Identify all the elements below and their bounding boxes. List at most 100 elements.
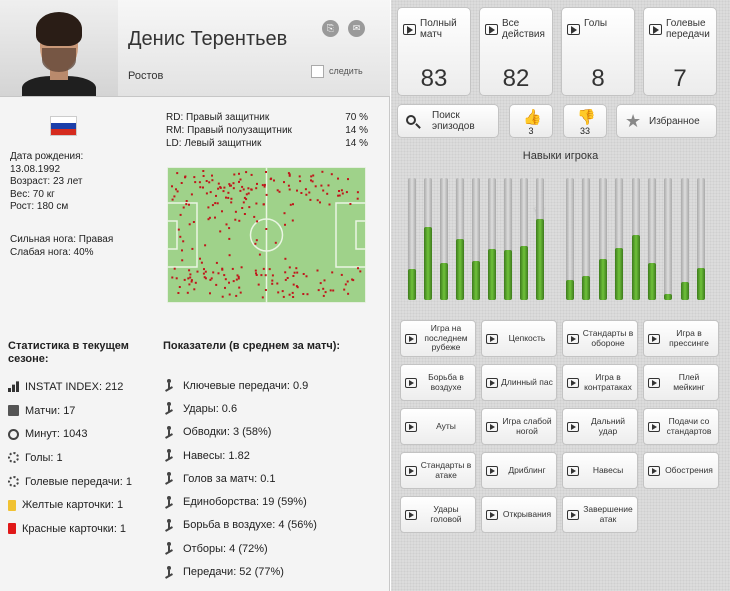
episode-button[interactable]: Открывания — [481, 496, 557, 533]
search-episodes-button[interactable]: Поиск эпизодов — [397, 104, 499, 138]
heatmap-dot — [210, 277, 213, 280]
heatmap-dot — [264, 274, 267, 277]
bio-line: 13.08.1992 — [10, 163, 61, 175]
season-stats-list: INSTAT INDEX: 212 Матчи: 17 Минут: 1043 Гол… — [8, 375, 132, 541]
like-button[interactable]: 👍 3 — [509, 104, 553, 138]
stat-tile[interactable]: Голы 8 — [561, 7, 635, 96]
heatmap-dot — [205, 192, 208, 195]
episode-button[interactable]: Стандарты в атаке — [400, 452, 476, 489]
follow-checkbox[interactable] — [311, 65, 324, 78]
heatmap-dot — [239, 189, 242, 192]
heatmap-dot — [183, 278, 186, 281]
episode-button[interactable]: Стандарты в обороне — [562, 320, 638, 357]
episode-button[interactable]: Дриблинг — [481, 452, 557, 489]
bar-chart-icon — [8, 381, 19, 393]
heatmap-dot — [351, 278, 354, 281]
episode-button[interactable]: Игра в контратаках — [562, 364, 638, 401]
star-icon: ★ — [625, 111, 642, 131]
heatmap-dot — [245, 193, 248, 196]
skill-bar-fill — [488, 249, 496, 300]
episode-button[interactable]: Борьба в воздухе — [400, 364, 476, 401]
stat-tile[interactable]: Полный матч 83 — [397, 7, 471, 96]
tile-label: Голевые передачи — [666, 18, 710, 40]
heatmap-dot — [188, 283, 191, 286]
dislike-button[interactable]: 👎 33 — [563, 104, 607, 138]
episode-button[interactable]: Цепкость — [481, 320, 557, 357]
heatmap-dot — [235, 294, 238, 297]
episode-button[interactable]: Игра в прессинге — [643, 320, 719, 357]
episode-button[interactable]: Навесы — [562, 452, 638, 489]
heatmap-dot — [296, 189, 298, 192]
episode-label: Подачи со стандартов — [666, 416, 712, 436]
average-stat-row: Передачи: 52 (77%) — [163, 560, 317, 583]
heatmap-dot — [338, 190, 340, 192]
average-stat-label: Единоборства: 19 (59%) — [183, 496, 307, 509]
heatmap-dot — [236, 274, 239, 277]
skill-bar — [582, 178, 591, 300]
heatmap-dot — [176, 190, 179, 193]
skill-bar-fill — [598, 259, 607, 300]
player-bio: Дата рождения: 13.08.1992 Возраст: 23 лет В… — [10, 151, 83, 214]
weak-foot: Слабая нога: 40% — [10, 247, 94, 258]
heatmap-dot — [260, 274, 263, 277]
heatmap-dot — [340, 189, 343, 192]
heatmap-dot — [255, 272, 257, 275]
heatmap-dot — [212, 271, 215, 274]
average-stats-title: Показатели (в среднем за матч): — [163, 340, 341, 352]
search-episodes-label: Поиск эпизодов — [432, 110, 475, 132]
heatmap-dot — [185, 203, 188, 206]
episode-button[interactable]: Длинный пас — [481, 364, 557, 401]
season-stat-label: Голевые передачи: 1 — [25, 475, 133, 488]
heatmap-dot — [241, 185, 244, 188]
episode-button[interactable]: Игра на последнем рубеже — [400, 320, 476, 357]
export-icon[interactable]: ⎘ — [322, 20, 339, 37]
skill-bar — [598, 178, 607, 300]
tile-label: Полный матч — [420, 18, 457, 40]
comment-icon[interactable]: ✉ — [348, 20, 365, 37]
skill-bar-fill — [648, 263, 656, 300]
heatmap-dot — [228, 281, 230, 284]
heatmap-dot — [288, 174, 291, 177]
heatmap-dot — [204, 277, 207, 280]
episode-button[interactable]: Завершение атак — [562, 496, 638, 533]
episode-button[interactable]: Обострения — [643, 452, 719, 489]
heatmap-dot — [231, 267, 234, 270]
episode-button[interactable]: Подачи со стандартов — [643, 408, 719, 445]
heatmap-dot — [185, 200, 188, 202]
skill-bar-fill — [631, 235, 640, 300]
heatmap-dot — [217, 187, 220, 190]
average-stat-label: Удары: 0.6 — [183, 402, 238, 415]
episode-button[interactable]: Дальний удар — [562, 408, 638, 445]
stat-tile[interactable]: Все действия 82 — [479, 7, 553, 96]
average-stats-list: Ключевые передачи: 0.9 Удары: 0.6 Обводки:… — [163, 374, 317, 584]
episode-button[interactable]: Плей мейкинг — [643, 364, 719, 401]
heatmap-dot — [227, 191, 230, 194]
stat-tile[interactable]: Голевые передачи 7 — [643, 7, 717, 96]
skill-bar-fill — [408, 269, 416, 300]
heatmap-dot — [190, 279, 193, 282]
favorites-button[interactable]: ★ Избранное — [616, 104, 717, 138]
heatmap-dot — [232, 182, 235, 185]
heatmap-dot — [296, 271, 299, 274]
heatmap-dot — [230, 201, 233, 204]
season-stat-row: Минут: 1043 — [8, 422, 132, 446]
average-stat-row: Удары: 0.6 — [163, 397, 317, 420]
skill-bar — [488, 178, 496, 300]
heatmap-dot — [293, 271, 296, 274]
episode-button[interactable]: Игра слабой ногой — [481, 408, 557, 445]
heatmap-dot — [175, 188, 177, 191]
heatmap-dot — [343, 288, 346, 291]
heatmap-dot — [292, 283, 295, 286]
position-percent: 14 % — [345, 138, 368, 149]
heatmap-dot — [194, 281, 197, 284]
heatmap-dot — [193, 288, 196, 291]
heatmap-dot — [268, 268, 271, 271]
heatmap-dot — [211, 174, 213, 177]
episode-button[interactable]: Ауты — [400, 408, 476, 445]
heatmap-dot — [228, 293, 231, 296]
heatmap-dot — [181, 259, 184, 262]
heatmap-dot — [221, 210, 223, 213]
heatmap-dot — [271, 274, 274, 277]
heatmap-dot — [188, 223, 191, 226]
episode-button[interactable]: Удары головой — [400, 496, 476, 533]
